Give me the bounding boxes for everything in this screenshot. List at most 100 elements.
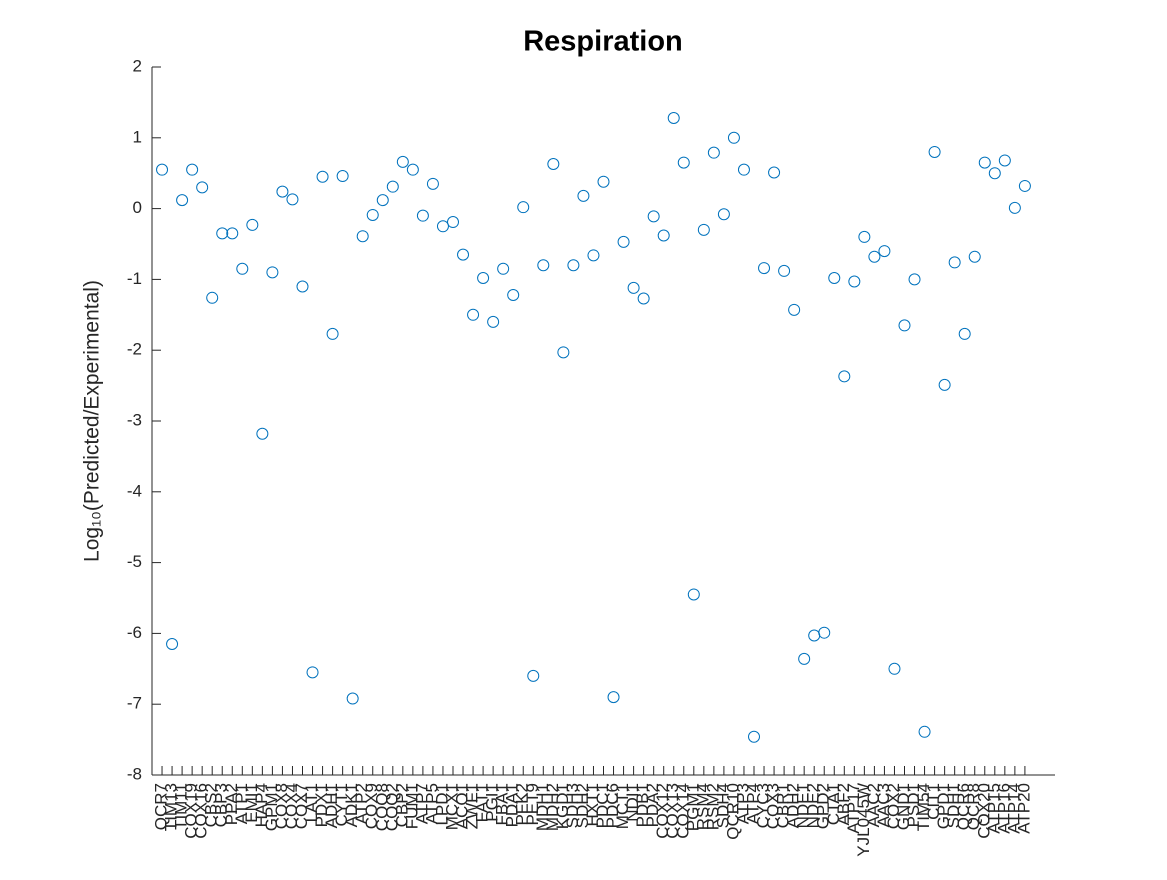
x-tick-label: NDI1 xyxy=(623,783,642,822)
x-tick-label: MCT1 xyxy=(613,783,632,829)
x-tick-label: LPD1 xyxy=(432,783,451,826)
point xyxy=(396,155,409,168)
point xyxy=(246,218,259,231)
x-tick-label: CTA1 xyxy=(824,783,843,825)
point xyxy=(768,166,781,179)
point xyxy=(567,259,580,272)
x-tick-label: ACO1 xyxy=(453,783,472,829)
point xyxy=(547,157,560,170)
point xyxy=(667,111,680,124)
x-tick-label: FUM1 xyxy=(402,783,421,829)
x-tick-label: PDC1 xyxy=(593,783,612,828)
x-tick-label: KGD1 xyxy=(553,783,572,829)
x-tick-label: AAC3 xyxy=(874,783,893,827)
point xyxy=(838,370,851,383)
point xyxy=(286,193,299,206)
point xyxy=(988,167,1001,180)
x-tick-label: TIM54 xyxy=(914,783,933,831)
y-tick-label: 2 xyxy=(133,56,142,75)
point xyxy=(637,292,650,305)
x-tick-label: ADH1 xyxy=(322,783,341,828)
point xyxy=(356,230,369,243)
point xyxy=(577,189,590,202)
y-tick-label: -3 xyxy=(127,410,142,429)
x-tick-label: COX4 xyxy=(282,783,301,829)
x-tick-label: CYC3 xyxy=(754,783,773,828)
x-tick-label: COX2 xyxy=(884,783,903,829)
point xyxy=(607,691,620,704)
x-tick-label: CBS2 xyxy=(202,783,221,827)
x-tick-label: CBP3 xyxy=(212,783,231,827)
point xyxy=(366,208,379,221)
point xyxy=(176,194,189,207)
x-tick-label: ADH2 xyxy=(784,783,803,828)
point xyxy=(1008,201,1021,214)
x-tick-label: COX14 xyxy=(673,783,692,839)
point xyxy=(918,725,931,738)
point xyxy=(306,666,319,679)
point xyxy=(868,250,881,263)
x-tick-label: COX16 xyxy=(192,783,211,839)
point xyxy=(557,346,570,359)
x-tick-label: ABF2 xyxy=(834,783,853,826)
x-tick-label: COX13 xyxy=(663,783,682,839)
x-tick-label: SDH3 xyxy=(563,783,582,828)
x-tick-label: QCR10 xyxy=(723,783,742,840)
point xyxy=(226,227,239,240)
x-tick-label: PDB1 xyxy=(633,783,652,827)
x-tick-label: ADK1 xyxy=(342,783,361,827)
point xyxy=(928,145,941,158)
x-tick-label: ATP4 xyxy=(743,783,762,824)
y-tick-label: -6 xyxy=(127,623,142,642)
point xyxy=(517,201,530,214)
x-tick-label: COX12 xyxy=(653,783,672,839)
x-tick-label: PET9 xyxy=(523,783,542,826)
x-tick-label: PDA2 xyxy=(643,783,662,827)
point xyxy=(447,216,459,229)
point xyxy=(727,131,740,144)
point xyxy=(848,275,861,288)
point xyxy=(958,327,971,340)
y-tick-label: 0 xyxy=(133,198,142,217)
point xyxy=(527,669,540,682)
point xyxy=(426,177,439,190)
point xyxy=(276,185,289,198)
point xyxy=(968,250,981,263)
point xyxy=(878,245,891,258)
x-tick-label: LAT1 xyxy=(302,783,321,822)
x-tick-label: CYT1 xyxy=(332,783,351,826)
point xyxy=(467,308,480,321)
point xyxy=(707,146,720,159)
point xyxy=(697,223,710,236)
x-tick-label: ATP14 xyxy=(1004,783,1023,834)
x-tick-label: PDA1 xyxy=(503,783,522,827)
point xyxy=(737,163,750,176)
x-tick-label: EMI1 xyxy=(242,783,261,823)
point xyxy=(828,271,841,284)
x-tick-label: QCR8 xyxy=(964,783,983,830)
y-tick-label: -8 xyxy=(127,764,142,783)
x-tick-label: AAC2 xyxy=(864,783,883,827)
y-tick-label: -4 xyxy=(127,481,142,500)
x-tick-label: RSM2 xyxy=(703,783,722,830)
point xyxy=(858,230,871,243)
point xyxy=(416,209,429,222)
x-tick-label: PSD1 xyxy=(904,783,923,827)
point xyxy=(537,259,550,272)
x-tick-label: QCR6 xyxy=(954,783,973,830)
point xyxy=(908,273,921,286)
x-tick-label: ATP5 xyxy=(422,783,441,824)
x-tick-label: CBP2 xyxy=(392,783,411,827)
point xyxy=(657,229,670,242)
point xyxy=(798,652,811,665)
point xyxy=(898,319,911,332)
point xyxy=(256,427,269,440)
chart-title: Respiration xyxy=(523,26,683,58)
point xyxy=(166,638,179,651)
point xyxy=(677,156,690,169)
x-tick-label: SDH1 xyxy=(944,783,963,828)
point xyxy=(196,181,209,194)
point xyxy=(236,262,249,275)
x-tick-label: ATP17 xyxy=(844,783,863,834)
